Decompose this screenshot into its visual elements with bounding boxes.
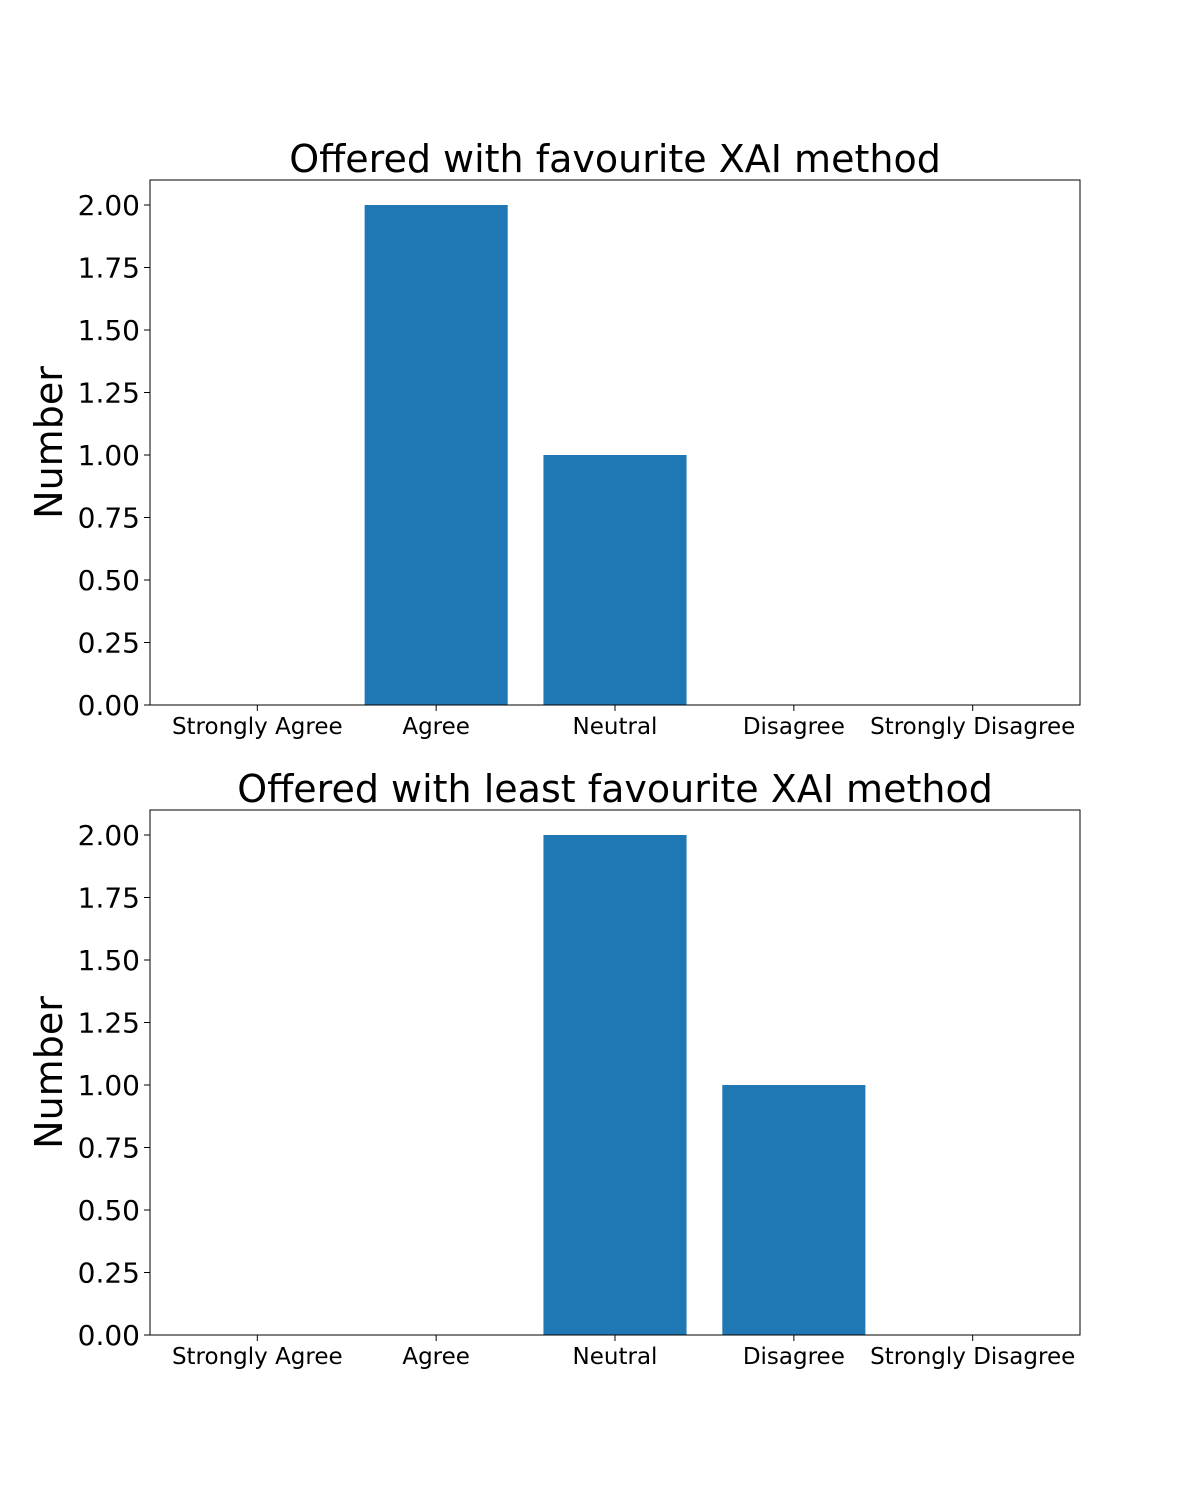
chart-favourite-xai: Offered with favourite XAI method Number… — [27, 137, 1081, 740]
y-tick-label: 1.25 — [78, 377, 140, 410]
x-axis: Strongly Agree Agree Neutral Disagree Strong… — [172, 705, 1075, 740]
y-tick-label: 1.50 — [78, 314, 140, 347]
bar-disagree — [722, 1085, 866, 1335]
y-tick-label: 2.00 — [78, 189, 140, 222]
x-tick-label: Disagree — [743, 1344, 845, 1370]
y-axis-label: Number — [27, 366, 71, 519]
y-tick-label: 0.25 — [78, 1257, 140, 1290]
y-tick-label: 1.75 — [78, 252, 140, 285]
x-tick-label: Neutral — [573, 1344, 658, 1370]
chart-title: Offered with favourite XAI method — [289, 137, 941, 181]
bar-agree — [364, 205, 508, 705]
y-axis: 0.00 0.25 0.50 0.75 1.00 1.25 1.50 1.75 2.00 — [78, 189, 150, 722]
x-axis: Strongly Agree Agree Neutral Disagree Strong… — [172, 1335, 1075, 1370]
y-tick-label: 0.75 — [78, 1132, 140, 1165]
chart-least-favourite-xai: Offered with least favourite XAI method … — [27, 767, 1081, 1370]
y-tick-label: 1.50 — [78, 944, 140, 977]
x-tick-label: Strongly Disagree — [870, 714, 1075, 740]
x-tick-label: Strongly Agree — [172, 714, 343, 740]
bar-neutral — [543, 455, 687, 705]
y-tick-label: 1.00 — [78, 1069, 140, 1102]
x-tick-label: Agree — [402, 1344, 470, 1370]
y-tick-label: 1.75 — [78, 882, 140, 915]
y-tick-label: 2.00 — [78, 819, 140, 852]
y-axis: 0.00 0.25 0.50 0.75 1.00 1.25 1.50 1.75 2.00 — [78, 819, 150, 1352]
y-tick-label: 0.50 — [78, 1194, 140, 1227]
bar-group — [543, 835, 866, 1335]
y-tick-label: 0.75 — [78, 502, 140, 535]
y-tick-label: 1.00 — [78, 439, 140, 472]
y-tick-label: 0.00 — [78, 1319, 140, 1352]
chart-title: Offered with least favourite XAI method — [237, 767, 993, 811]
axes-frame — [149, 179, 1081, 706]
y-tick-label: 0.50 — [78, 564, 140, 597]
axes-frame — [149, 809, 1081, 1336]
y-tick-label: 1.25 — [78, 1007, 140, 1040]
x-tick-label: Neutral — [573, 714, 658, 740]
y-tick-label: 0.00 — [78, 689, 140, 722]
y-tick-label: 0.25 — [78, 627, 140, 660]
x-tick-label: Agree — [402, 714, 470, 740]
y-axis-label: Number — [27, 996, 71, 1149]
x-tick-label: Strongly Agree — [172, 1344, 343, 1370]
bar-neutral — [543, 835, 687, 1335]
x-tick-label: Disagree — [743, 714, 845, 740]
bar-group — [364, 205, 687, 705]
x-tick-label: Strongly Disagree — [870, 1344, 1075, 1370]
